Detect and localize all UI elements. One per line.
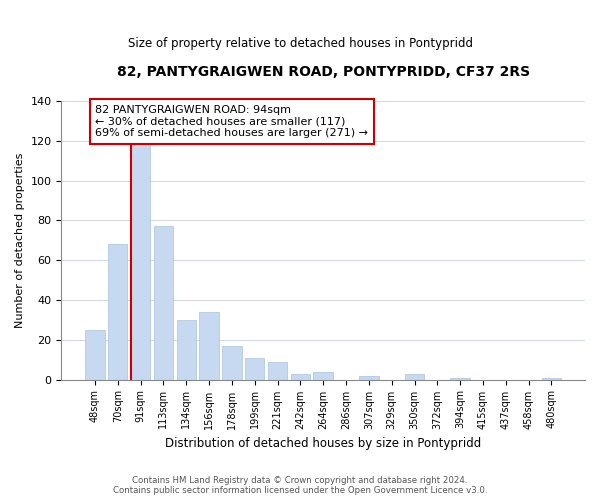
Bar [85, 330, 104, 380]
Bar [222, 346, 242, 380]
Bar [405, 374, 424, 380]
Bar [108, 244, 127, 380]
Bar [290, 374, 310, 380]
X-axis label: Distribution of detached houses by size in Pontypridd: Distribution of detached houses by size … [165, 437, 481, 450]
Bar [199, 312, 219, 380]
Text: 82 PANTYGRAIGWEN ROAD: 94sqm
← 30% of detached houses are smaller (117)
69% of s: 82 PANTYGRAIGWEN ROAD: 94sqm ← 30% of de… [95, 105, 368, 138]
Text: Contains HM Land Registry data © Crown copyright and database right 2024.
Contai: Contains HM Land Registry data © Crown c… [113, 476, 487, 495]
Title: 82, PANTYGRAIGWEN ROAD, PONTYPRIDD, CF37 2RS: 82, PANTYGRAIGWEN ROAD, PONTYPRIDD, CF37… [116, 65, 530, 79]
Bar [451, 378, 470, 380]
Bar [154, 226, 173, 380]
Bar [313, 372, 333, 380]
Bar [268, 362, 287, 380]
Text: Size of property relative to detached houses in Pontypridd: Size of property relative to detached ho… [128, 38, 473, 51]
Y-axis label: Number of detached properties: Number of detached properties [15, 152, 25, 328]
Bar [176, 320, 196, 380]
Bar [542, 378, 561, 380]
Bar [359, 376, 379, 380]
Bar [245, 358, 265, 380]
Bar [131, 143, 150, 380]
